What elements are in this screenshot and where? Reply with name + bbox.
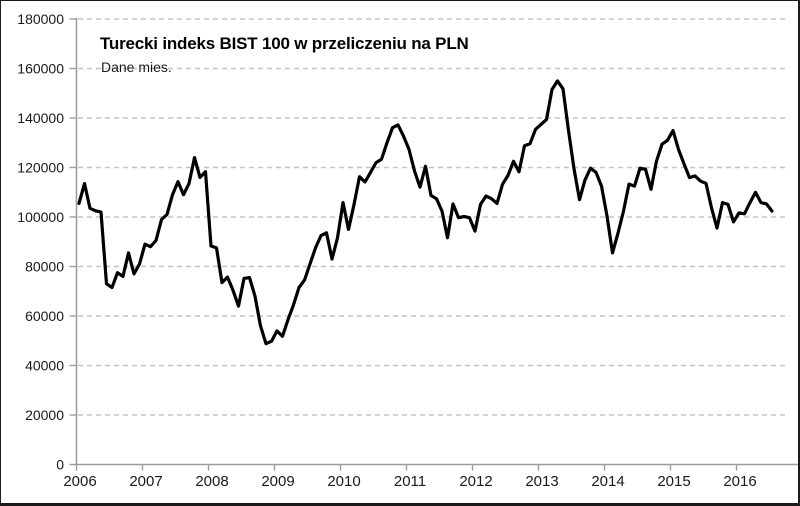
x-tick-label: 2013 bbox=[525, 473, 558, 490]
x-tick-label: 2006 bbox=[63, 473, 96, 490]
y-tick-label: 100000 bbox=[17, 209, 64, 225]
y-tick-label: 120000 bbox=[17, 160, 64, 176]
chart-title: Turecki indeks BIST 100 w przeliczeniu n… bbox=[100, 34, 469, 53]
x-axis-ticks bbox=[75, 464, 738, 471]
y-tick-label: 160000 bbox=[17, 61, 64, 77]
x-tick-label: 2011 bbox=[394, 473, 426, 490]
x-tick-label: 2015 bbox=[657, 473, 690, 490]
chart-subtitle: Dane mies. bbox=[101, 59, 172, 75]
x-tick-label: 2012 bbox=[459, 473, 492, 490]
x-tick-label: 2009 bbox=[261, 473, 294, 490]
x-tick-label: 2008 bbox=[195, 473, 228, 490]
axes bbox=[75, 18, 798, 466]
x-axis-labels: 2006 2007 2008 2009 2010 2011 2012 2013 2014 2015… bbox=[63, 473, 756, 490]
y-tick-label: 60000 bbox=[25, 308, 64, 324]
x-tick-label: 2014 bbox=[591, 473, 624, 490]
gridlines bbox=[78, 18, 787, 416]
y-axis-ticks bbox=[69, 18, 77, 466]
x-tick-label: 2007 bbox=[129, 473, 162, 490]
y-tick-label: 0 bbox=[56, 457, 64, 473]
bist100-series-line bbox=[77, 79, 774, 346]
y-tick-label: 20000 bbox=[25, 407, 64, 423]
y-tick-label: 180000 bbox=[17, 11, 64, 27]
y-tick-label: 40000 bbox=[25, 358, 64, 374]
y-axis-labels: 0 20000 40000 60000 80000 100000 120000 140000 1… bbox=[17, 11, 64, 473]
y-tick-label: 80000 bbox=[25, 259, 64, 275]
x-tick-label: 2010 bbox=[327, 473, 360, 490]
x-tick-label: 2016 bbox=[723, 473, 756, 490]
y-tick-label: 140000 bbox=[17, 110, 64, 126]
